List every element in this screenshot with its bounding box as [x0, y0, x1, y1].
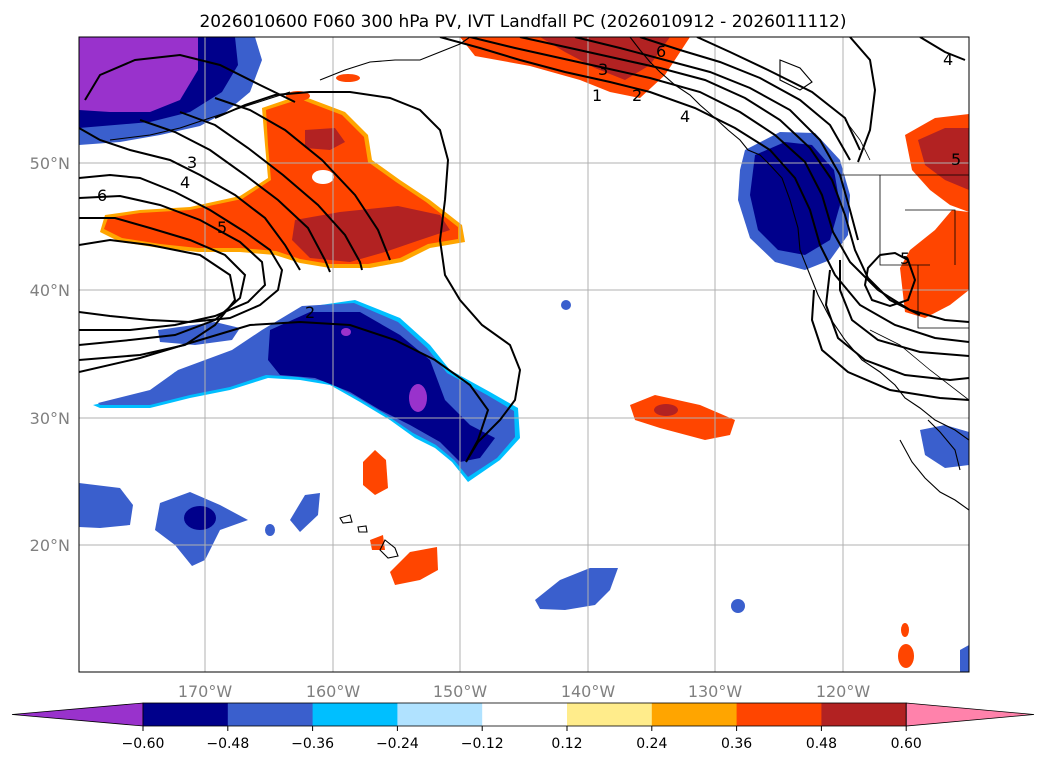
colorbar-frame: [142, 702, 907, 727]
map-panel: 6 3 2 1 4 3 4 5 6 5 2 4 5: [79, 37, 969, 672]
colorbar-tick-label: −0.12: [461, 736, 504, 752]
colorbar-segment: [651, 703, 738, 726]
colorbar-tick-label: −0.24: [376, 736, 419, 752]
colorbar-tick-label: 0.24: [636, 736, 667, 752]
lat-label: 20°N: [30, 536, 70, 555]
lat-label: 40°N: [30, 281, 70, 300]
contour-label: 3: [598, 60, 608, 79]
contour-label: 4: [943, 50, 953, 69]
contour-label: 5: [900, 249, 910, 268]
lat-label: 50°N: [30, 154, 70, 173]
contour-label: 5: [217, 218, 227, 237]
longitude-labels: 170°W 160°W 150°W 140°W 130°W 120°W: [178, 682, 871, 701]
lon-label: 160°W: [306, 682, 361, 701]
contour-label: 1: [592, 86, 602, 105]
colorbar-segment: [482, 703, 568, 726]
latitude-labels: 50°N 40°N 30°N 20°N: [30, 154, 70, 555]
lon-label: 130°W: [688, 682, 743, 701]
contour-label: 6: [656, 42, 666, 61]
colorbar-segment: [567, 703, 653, 726]
colorbar-segment: [227, 703, 314, 726]
contour-label: 3: [187, 153, 197, 172]
lon-label: 140°W: [561, 682, 616, 701]
colorbar-tick-label: 0.12: [551, 736, 582, 752]
map-frame: [78, 36, 970, 673]
colorbar-tick-label: 0.36: [721, 736, 752, 752]
colorbar-extend-max: [905, 702, 1035, 727]
colorbar-tick-label: −0.36: [291, 736, 334, 752]
colorbar-segment: [312, 703, 398, 726]
pv-contours: [79, 37, 969, 463]
colorbar-tick-label: −0.48: [206, 736, 249, 752]
coastlines: [109, 37, 969, 559]
colorbar-segment: [821, 703, 907, 726]
contour-label: 4: [680, 107, 690, 126]
contour-label: 4: [180, 173, 190, 192]
lon-label: 120°W: [816, 682, 871, 701]
map-title: 2026010600 F060 300 hPa PV, IVT Landfall…: [199, 12, 846, 32]
colorbar-tick-label: 0.48: [806, 736, 837, 752]
lat-label: 30°N: [30, 409, 70, 428]
colorbar-segment: [143, 703, 229, 726]
colorbar-tick-label: −0.60: [122, 736, 165, 752]
contour-label: 2: [305, 303, 315, 322]
colorbar-segment: [736, 703, 822, 726]
contour-label: 6: [97, 186, 107, 205]
graticule: [79, 37, 969, 672]
lon-label: 150°W: [433, 682, 488, 701]
contour-labels: 6 3 2 1 4 3 4 5 6 5 2 4 5: [97, 42, 961, 322]
lon-label: 170°W: [178, 682, 233, 701]
colorbar: −0.60 −0.48 −0.36 −0.24 −0.12 0.12 0.24 0.36 0.4…: [11, 702, 1035, 752]
colorbar-extend-min: [11, 702, 144, 727]
contour-label: 5: [951, 150, 961, 169]
contour-label: 2: [632, 86, 642, 105]
colorbar-segment: [397, 703, 483, 726]
colorbar-tick-label: 0.60: [891, 736, 922, 752]
